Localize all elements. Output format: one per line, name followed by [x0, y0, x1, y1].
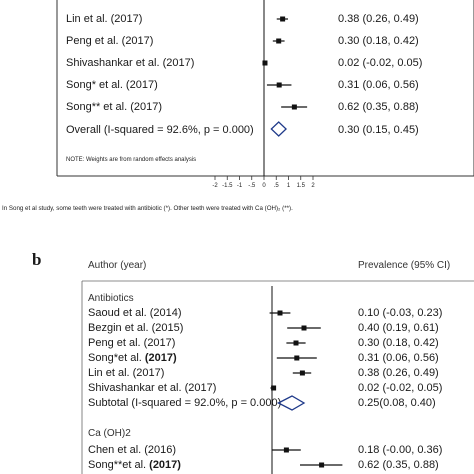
group-label-antibiotics: Antibiotics [88, 293, 134, 304]
estimate-text: 0.31 (0.06, 0.56) [338, 79, 419, 91]
column-header-prevalence: Prevalence (95% CI) [358, 260, 451, 271]
subtotal-estimate-text: 0.25(0.08, 0.40) [358, 397, 436, 409]
row-label: Bezgin et al. (2015) [88, 322, 184, 334]
row-label: Song*et al. (2017) [88, 352, 177, 364]
row-label: Shivashankar et al. (2017) [66, 57, 195, 69]
row-label: Shivashankar et al. (2017) [88, 382, 217, 394]
pooled-estimate-diamond [270, 121, 287, 137]
point-estimate [276, 38, 282, 44]
x-tick-label: 0 [262, 183, 266, 189]
row-label: Lin et al. (2017) [88, 367, 165, 379]
point-estimate [283, 447, 289, 453]
overall-label: Overall (I-squared = 92.6%, p = 0.000) [66, 124, 254, 136]
point-estimate [277, 310, 283, 316]
point-estimate [262, 60, 268, 66]
estimate-text: 0.10 (-0.03, 0.23) [358, 307, 443, 319]
x-tick-label: .5 [273, 183, 279, 189]
row-label: Lin et al. (2017) [66, 13, 143, 25]
point-estimate [291, 104, 297, 110]
row-label: Saoud et al. (2014) [88, 307, 182, 319]
row-label: Song**et al. (2017) [88, 459, 181, 471]
estimate-text: 0.30 (0.18, 0.42) [338, 35, 419, 47]
estimate-text: 0.18 (-0.00, 0.36) [358, 444, 443, 456]
point-estimate [319, 462, 325, 468]
x-tick-label: -.5 [248, 183, 256, 189]
weights-note: NOTE: Weights are from random effects an… [66, 157, 197, 163]
point-estimate [280, 16, 286, 22]
point-estimate [293, 340, 299, 346]
caption: In Song et al study, some teeth were tre… [2, 205, 293, 212]
x-tick-label: 1.5 [296, 183, 305, 189]
panel-letter: b [32, 250, 42, 269]
group-label-caoh2: Ca (OH)2 [88, 428, 131, 439]
row-label: Song* et al. (2017) [66, 79, 158, 91]
point-estimate [294, 355, 300, 361]
estimate-text: 0.38 (0.26, 0.49) [338, 13, 419, 25]
row-label: Chen et al. (2016) [88, 444, 177, 456]
x-tick-label: -2 [212, 183, 218, 189]
estimate-text: 0.62 (0.35, 0.88) [338, 101, 419, 113]
point-estimate [271, 385, 277, 391]
forest-plot-a [56, 0, 474, 180]
estimate-text: 0.62 (0.35, 0.88) [358, 459, 439, 471]
x-tick-label: -1 [236, 183, 243, 189]
estimate-text: 0.31 (0.06, 0.56) [358, 352, 439, 364]
row-label: Peng et al. (2017) [66, 35, 154, 47]
estimate-text: 0.30 (0.18, 0.42) [358, 337, 439, 349]
year-bold: (2017) [144, 352, 177, 364]
estimate-text: 0.02 (-0.02, 0.05) [358, 382, 443, 394]
estimate-text: 0.02 (-0.02, 0.05) [338, 57, 423, 69]
overall-estimate-text: 0.30 (0.15, 0.45) [338, 124, 419, 136]
x-tick-label: -1.5 [222, 183, 233, 189]
point-estimate [301, 325, 307, 331]
row-label: Song** et al. (2017) [66, 101, 163, 113]
subtotal-label: Subtotal (I-squared = 92.0%, p = 0.000) [88, 397, 282, 409]
point-estimate [299, 370, 305, 376]
point-estimate [276, 82, 282, 88]
x-tick-label: 2 [311, 183, 315, 189]
estimate-text: 0.40 (0.19, 0.61) [358, 322, 439, 334]
x-tick-label: 1 [286, 183, 291, 189]
subtotal-diamond [276, 395, 306, 411]
year-bold: (2017) [149, 459, 181, 471]
row-label: Peng et al. (2017) [88, 337, 176, 349]
estimate-text: 0.38 (0.26, 0.49) [358, 367, 439, 379]
column-header-author: Author (year) [88, 260, 147, 271]
